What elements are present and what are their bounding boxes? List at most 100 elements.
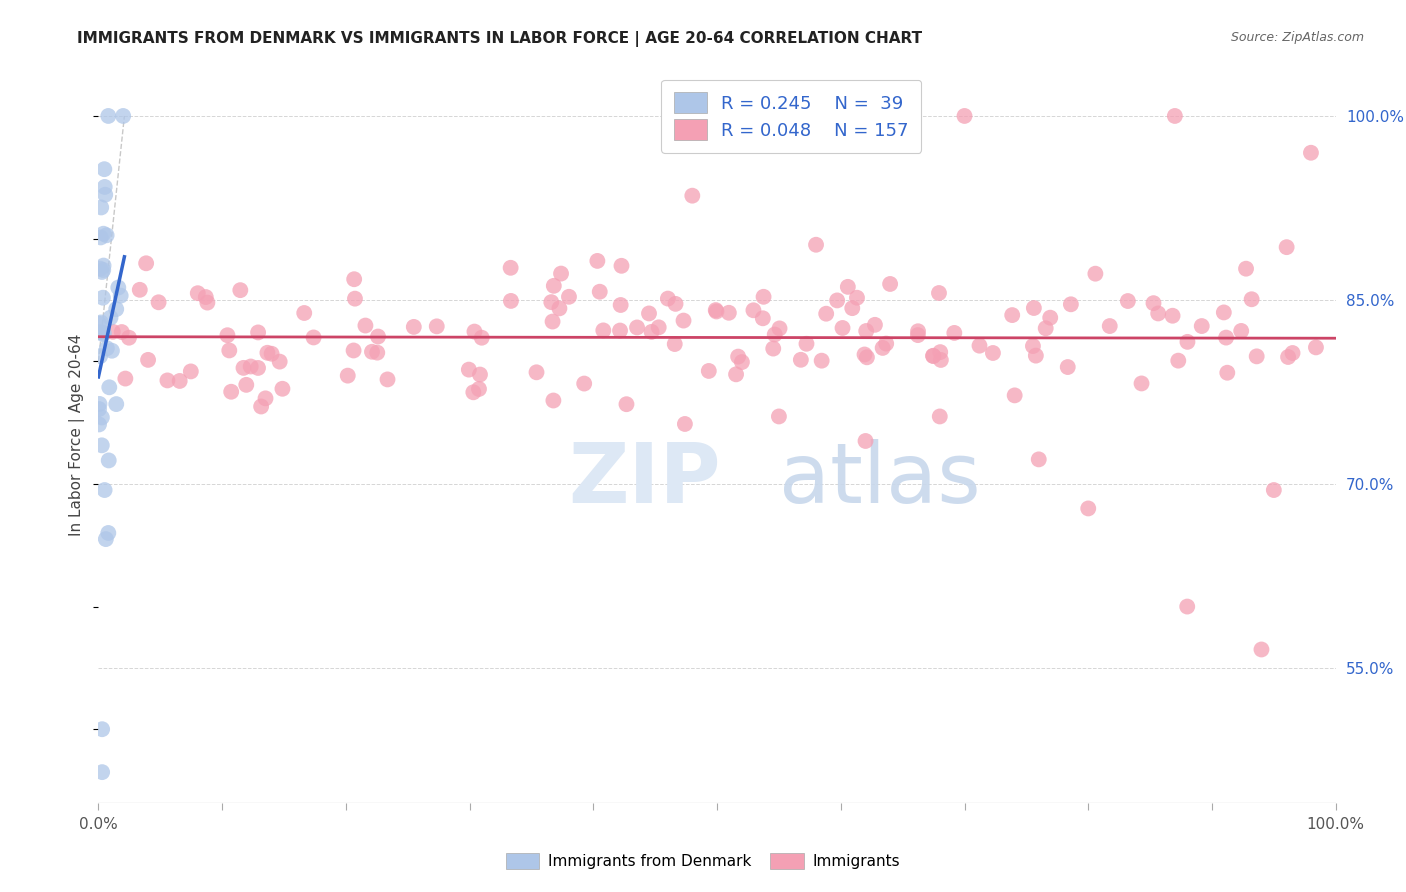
Point — [647, 320, 669, 334]
Y-axis label: In Labor Force | Age 20-64: In Labor Force | Age 20-64 — [69, 334, 86, 536]
Point — [1116, 293, 1139, 308]
Point — [90, 438, 112, 452]
Legend: R = 0.245    N =  39, R = 0.048    N = 157: R = 0.245 N = 39, R = 0.048 N = 157 — [661, 79, 921, 153]
Point — [94, 532, 117, 546]
Point — [101, 343, 124, 358]
Point — [1215, 330, 1237, 344]
Point — [260, 347, 283, 361]
Point — [105, 397, 128, 411]
Point — [922, 349, 945, 363]
Point — [837, 280, 859, 294]
Legend: Immigrants from Denmark, Immigrants: Immigrants from Denmark, Immigrants — [499, 847, 907, 875]
Point — [550, 267, 572, 281]
Point — [232, 360, 254, 375]
Point — [91, 765, 114, 780]
Point — [463, 385, 485, 400]
Point — [148, 295, 170, 310]
Point — [354, 318, 377, 333]
Point — [825, 293, 848, 308]
Point — [846, 291, 869, 305]
Point — [239, 359, 262, 374]
Point — [796, 336, 818, 351]
Point — [1060, 297, 1083, 311]
Point — [657, 292, 679, 306]
Point — [841, 301, 863, 315]
Point — [114, 371, 136, 385]
Point — [855, 324, 877, 338]
Point — [471, 331, 494, 345]
Point — [342, 343, 364, 358]
Point — [91, 327, 114, 342]
Point — [91, 265, 114, 279]
Point — [100, 310, 122, 325]
Text: atlas: atlas — [779, 439, 980, 519]
Point — [928, 285, 950, 300]
Point — [97, 109, 120, 123]
Point — [609, 324, 631, 338]
Point — [136, 352, 159, 367]
Point — [110, 288, 132, 302]
Point — [180, 364, 202, 378]
Point — [87, 417, 110, 432]
Point — [247, 360, 270, 375]
Point — [1161, 309, 1184, 323]
Point — [831, 321, 853, 335]
Point — [922, 349, 945, 363]
Point — [540, 295, 562, 310]
Point — [929, 353, 952, 368]
Point — [1281, 346, 1303, 360]
Text: Source: ZipAtlas.com: Source: ZipAtlas.com — [1230, 31, 1364, 45]
Point — [93, 259, 115, 273]
Point — [768, 321, 790, 335]
Point — [1305, 340, 1327, 354]
Point — [468, 382, 491, 396]
Point — [815, 307, 838, 321]
Point — [856, 351, 879, 365]
Point — [457, 362, 479, 376]
Point — [768, 409, 790, 424]
Point — [742, 303, 765, 318]
Point — [499, 260, 522, 275]
Point — [526, 365, 548, 379]
Point — [197, 295, 219, 310]
Point — [98, 380, 121, 394]
Point — [875, 336, 897, 351]
Point — [499, 293, 522, 308]
Point — [367, 329, 389, 343]
Point — [217, 328, 239, 343]
Point — [426, 319, 449, 334]
Point — [616, 397, 638, 411]
Point — [1234, 261, 1257, 276]
Point — [872, 341, 894, 355]
Point — [336, 368, 359, 383]
Point — [118, 331, 141, 345]
Point — [463, 325, 485, 339]
Point — [90, 410, 112, 425]
Point — [105, 302, 128, 317]
Point — [292, 306, 315, 320]
Point — [250, 400, 273, 414]
Point — [269, 354, 291, 368]
Point — [1001, 308, 1024, 322]
Point — [673, 417, 696, 431]
Point — [1147, 306, 1170, 320]
Point — [1039, 310, 1062, 325]
Point — [969, 339, 991, 353]
Point — [302, 330, 325, 344]
Point — [752, 290, 775, 304]
Point — [907, 324, 929, 338]
Point — [1263, 483, 1285, 497]
Point — [1077, 501, 1099, 516]
Point — [1230, 324, 1253, 338]
Point — [1250, 642, 1272, 657]
Point — [377, 372, 399, 386]
Point — [929, 345, 952, 359]
Point — [541, 314, 564, 328]
Point — [717, 306, 740, 320]
Point — [589, 285, 612, 299]
Point — [89, 261, 111, 276]
Point — [592, 323, 614, 337]
Point — [218, 343, 240, 358]
Point — [763, 327, 786, 342]
Point — [1164, 109, 1187, 123]
